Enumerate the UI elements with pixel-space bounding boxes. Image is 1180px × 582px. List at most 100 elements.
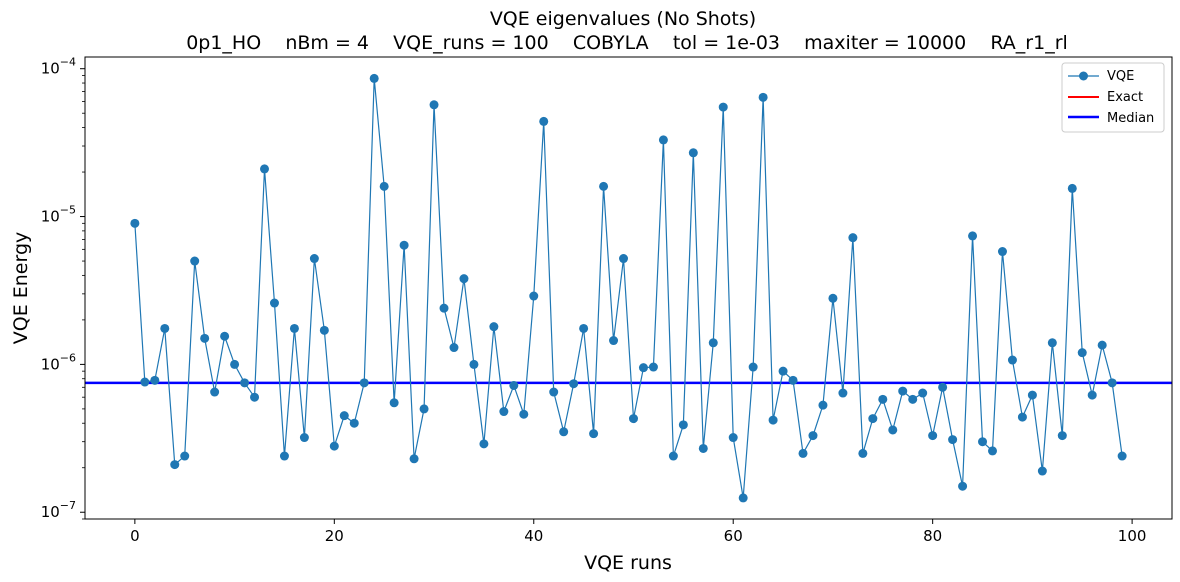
vqe-point-93 <box>1057 431 1067 441</box>
plot-area <box>85 57 1172 519</box>
vqe-point-19 <box>319 325 329 335</box>
legend-label-median: Median <box>1107 111 1154 126</box>
y-axis-label: VQE Energy <box>10 232 32 345</box>
vqe-point-94 <box>1067 183 1077 193</box>
vqe-point-13 <box>260 164 270 174</box>
vqe-point-67 <box>798 448 808 458</box>
y-tick-label-base: 10 <box>41 503 60 521</box>
vqe-point-51 <box>638 363 648 373</box>
vqe-point-7 <box>200 333 210 343</box>
vqe-point-59 <box>718 102 728 112</box>
vqe-point-55 <box>678 420 688 430</box>
vqe-point-99 <box>1117 451 1127 461</box>
vqe-point-50 <box>628 414 638 424</box>
vqe-point-37 <box>499 407 509 417</box>
x-tick-label-100: 100 <box>1118 527 1147 545</box>
vqe-point-79 <box>918 388 928 398</box>
y-tick-label-0: 10−7 <box>41 499 76 521</box>
vqe-point-6 <box>190 256 200 266</box>
vqe-point-14 <box>269 298 279 308</box>
chart-title: VQE eigenvalues (No Shots) <box>490 8 756 30</box>
series-layer <box>130 73 1127 503</box>
vqe-point-38 <box>509 380 519 390</box>
vqe-point-34 <box>469 359 479 369</box>
vqe-point-36 <box>489 322 499 332</box>
y-tick-label-exponent: −7 <box>60 499 76 512</box>
vqe-point-84 <box>968 231 978 241</box>
vqe-point-47 <box>599 181 609 191</box>
y-tick-label-2: 10−5 <box>41 204 76 226</box>
vqe-point-10 <box>230 359 240 369</box>
vqe-point-22 <box>349 418 359 428</box>
vqe-point-53 <box>658 135 668 145</box>
vqe-point-87 <box>997 247 1007 257</box>
vqe-point-35 <box>479 439 489 449</box>
vqe-point-54 <box>668 451 678 461</box>
chart-subtitle: 0p1_HO nBm = 4 VQE_runs = 100 COBYLA tol… <box>186 32 1068 54</box>
vqe-point-49 <box>619 254 629 264</box>
vqe-point-83 <box>958 481 968 491</box>
vqe-point-32 <box>449 343 459 353</box>
vqe-point-0 <box>130 218 140 228</box>
legend-box <box>1061 62 1165 133</box>
y-tick-label-1: 10−6 <box>41 351 76 373</box>
vqe-point-95 <box>1077 348 1087 358</box>
x-tick-label-40: 40 <box>524 527 543 545</box>
vqe-point-85 <box>978 437 988 447</box>
vqe-point-45 <box>579 323 589 333</box>
vqe-point-77 <box>898 386 908 396</box>
vqe-point-27 <box>399 240 409 250</box>
vqe-point-3 <box>160 323 170 333</box>
vqe-point-9 <box>220 331 230 341</box>
vqe-point-63 <box>758 92 768 102</box>
y-tick-label-base: 10 <box>41 60 60 78</box>
vqe-point-43 <box>559 427 569 437</box>
vqe-point-90 <box>1027 390 1037 400</box>
vqe-point-64 <box>768 415 778 425</box>
x-tick-label-0: 0 <box>130 527 140 545</box>
vqe-point-17 <box>299 433 309 443</box>
vqe-point-66 <box>788 375 798 385</box>
vqe-point-62 <box>748 362 758 372</box>
y-tick-label-exponent: −6 <box>60 351 76 364</box>
y-tick-label-base: 10 <box>41 208 60 226</box>
vqe-point-81 <box>938 382 948 392</box>
vqe-point-68 <box>808 431 818 441</box>
legend-label-vqe: VQE <box>1107 69 1134 84</box>
vqe-point-20 <box>329 441 339 451</box>
vqe-point-97 <box>1097 340 1107 350</box>
vqe-point-48 <box>609 336 619 346</box>
vqe-point-26 <box>389 398 399 408</box>
vqe-point-72 <box>848 233 858 243</box>
vqe-point-1 <box>140 377 150 387</box>
y-tick-label-exponent: −4 <box>60 56 76 69</box>
vqe-point-8 <box>210 387 220 397</box>
vqe-point-57 <box>698 443 708 453</box>
vqe-point-44 <box>569 379 579 389</box>
y-tick-label-base: 10 <box>41 355 60 373</box>
legend: VQE Exact Median <box>1061 62 1165 133</box>
vqe-point-52 <box>648 362 658 372</box>
vqe-point-4 <box>170 460 180 470</box>
vqe-point-76 <box>888 425 898 435</box>
vqe-point-82 <box>948 435 958 445</box>
vqe-point-80 <box>928 431 938 441</box>
vqe-point-25 <box>379 181 389 191</box>
vqe-point-29 <box>419 404 429 414</box>
x-tick-label-20: 20 <box>325 527 344 545</box>
plot-frame <box>84 56 1173 520</box>
vqe-point-23 <box>359 378 369 388</box>
vqe-point-86 <box>987 446 997 456</box>
vqe-point-78 <box>908 394 918 404</box>
vqe-point-39 <box>519 409 529 419</box>
vqe-point-2 <box>150 375 160 385</box>
vqe-point-12 <box>250 392 260 402</box>
vqe-point-70 <box>828 293 838 303</box>
vqe-point-61 <box>738 493 748 503</box>
x-axis-label: VQE runs <box>584 552 672 574</box>
legend-label-exact: Exact <box>1107 90 1143 105</box>
vqe-point-31 <box>439 303 449 313</box>
vqe-point-21 <box>339 411 349 421</box>
